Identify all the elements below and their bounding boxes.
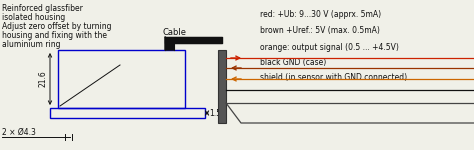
Text: shield (in sensor with GND connected): shield (in sensor with GND connected) (260, 73, 407, 82)
Text: Reinforced glassfiber: Reinforced glassfiber (2, 4, 83, 13)
Bar (50, 108, 205, 118)
Text: 21.6: 21.6 (38, 71, 47, 87)
Text: Cable: Cable (163, 28, 187, 37)
Bar (58, 50, 185, 108)
Text: red: +Ub: 9...30 V (apprx. 5mA): red: +Ub: 9...30 V (apprx. 5mA) (260, 10, 381, 19)
Text: 2 × Ø4.3: 2 × Ø4.3 (2, 128, 36, 137)
Text: housing and fixing with the: housing and fixing with the (2, 31, 107, 40)
Text: Adjust zero offset by turning: Adjust zero offset by turning (2, 22, 111, 31)
Text: isolated housing: isolated housing (2, 13, 65, 22)
Text: 1.5: 1.5 (209, 108, 221, 117)
Text: black GND (case): black GND (case) (260, 58, 326, 67)
Polygon shape (165, 37, 222, 43)
Text: aluminium ring: aluminium ring (2, 40, 61, 49)
Polygon shape (165, 37, 174, 50)
Text: brown +Uref.: 5V (max. 0.5mA): brown +Uref.: 5V (max. 0.5mA) (260, 26, 380, 35)
Text: orange: output signal (0.5 ... +4.5V): orange: output signal (0.5 ... +4.5V) (260, 43, 399, 52)
Bar (218, 50, 226, 123)
